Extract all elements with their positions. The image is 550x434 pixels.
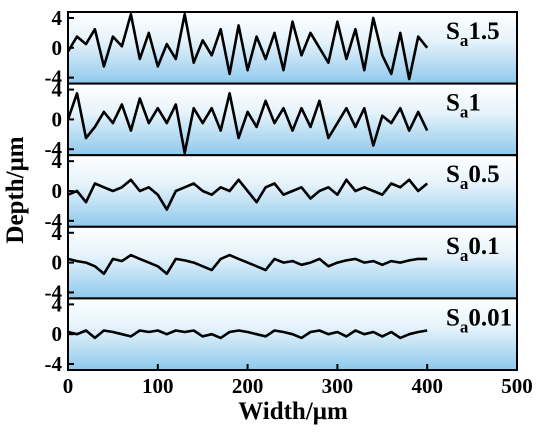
y-tick-label: -4 (45, 280, 63, 304)
panel-2: 4 0 -4 Sa0.5 (45, 149, 518, 233)
panel-label: Sa0.01 (446, 304, 512, 336)
y-tick-label: 0 (52, 179, 63, 203)
y-tick-label: 4 (52, 292, 63, 316)
x-tick-label: 300 (322, 374, 354, 398)
y-tick-label: 0 (52, 107, 63, 131)
profile-line-Sa0.1 (67, 253, 428, 276)
x-tick-label: 200 (232, 374, 264, 398)
y-tick-label: 4 (52, 78, 63, 102)
y-tick-label: -4 (45, 209, 63, 233)
panel-background (68, 83, 517, 156)
panel-1: 4 0 -4 Sa1 (45, 78, 518, 161)
panel-4: 4 0 -4 Sa0.01 (45, 292, 518, 376)
panels-layer: 4 0 -4 Sa1.5 4 0 -4 Sa1 4 0 -4 Sa0.5 4 0 -4 Sa0.1 4 0 -4 Sa… (45, 6, 518, 376)
x-axis-title: Width/μm (238, 398, 348, 425)
x-tick-label: 100 (142, 374, 174, 398)
y-tick-label: 4 (52, 6, 63, 30)
panel-label: Sa1 (446, 90, 481, 122)
y-tick-label: 4 (52, 221, 63, 245)
y-tick-label: 0 (52, 251, 63, 275)
panel-0: 4 0 -4 Sa1.5 (45, 6, 518, 90)
y-axis-title: Depth/μm (2, 136, 29, 243)
panel-label: Sa1.5 (446, 18, 500, 50)
profile-line-Sa1 (66, 92, 429, 155)
profile-line-Sa0.5 (67, 178, 429, 211)
profile-line-Sa0.01 (67, 329, 428, 340)
y-tick-label: 4 (52, 149, 63, 173)
panel-label: Sa0.5 (446, 161, 500, 193)
panel-frame (67, 297, 518, 371)
y-tick-label: 0 (52, 36, 63, 60)
x-axis: 0 100 200 300 400 500 (63, 364, 533, 398)
profile-line-Sa1.5 (66, 12, 429, 81)
panel-3: 4 0 -4 Sa0.1 (45, 221, 518, 304)
y-tick-label: -4 (45, 352, 63, 376)
x-tick-label: 400 (411, 374, 443, 398)
panel-label: Sa0.1 (446, 233, 500, 265)
y-tick-label: -4 (45, 66, 63, 90)
x-tick-label: 0 (63, 374, 74, 398)
panel-background (68, 226, 517, 299)
y-tick-label: 0 (52, 322, 63, 346)
y-tick-label: -4 (45, 137, 63, 161)
x-tick-label: 500 (501, 374, 533, 398)
